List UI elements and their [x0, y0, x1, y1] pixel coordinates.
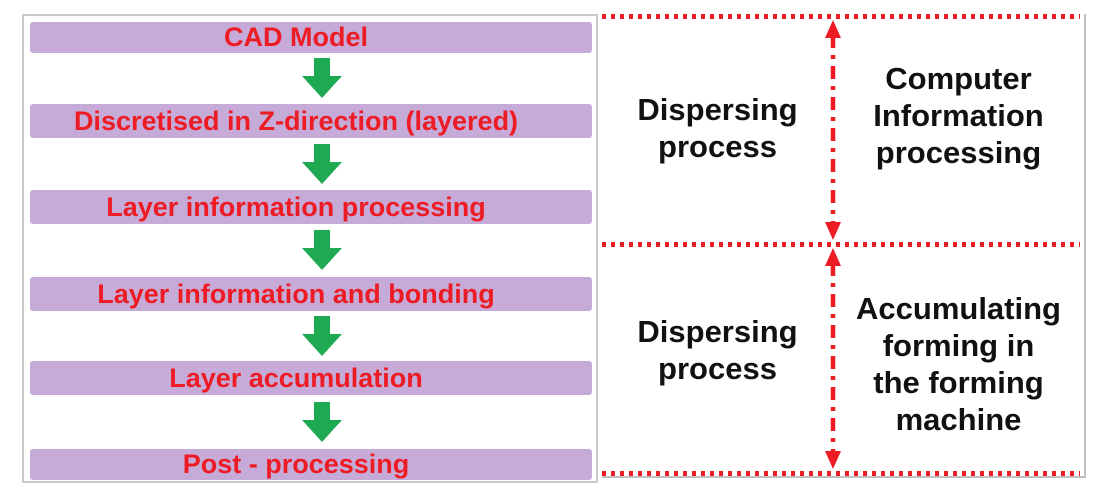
dotted-divider-bottom	[602, 471, 1080, 476]
flow-step-post-processing: Post - processing	[30, 449, 592, 480]
label-dispersing-process-bottom: Dispersing process	[637, 313, 798, 386]
vertical-double-arrow-icon	[823, 20, 843, 240]
flow-step-cad-model: CAD Model	[30, 22, 592, 53]
down-arrow-icon	[300, 316, 344, 356]
vertical-double-arrow-icon	[823, 248, 843, 469]
annotation-panel: Dispersing process Computer Information …	[602, 14, 1086, 478]
flow-step-layer-info-processing: Layer information processing	[30, 190, 592, 224]
label-dispersing-process-top: Dispersing process	[637, 92, 798, 164]
down-arrow-icon	[300, 58, 344, 98]
flow-step-layer-accumulation: Layer accumulation	[30, 361, 592, 395]
flow-step-discretised: Discretised in Z-direction (layered)	[30, 104, 592, 138]
label-accumulating-forming: Accumulating forming in the forming mach…	[856, 290, 1061, 437]
label-computer-information-processing: Computer Information processing	[873, 60, 1044, 170]
dotted-divider-middle	[602, 242, 1080, 247]
down-arrow-icon	[300, 230, 344, 270]
down-arrow-icon	[300, 402, 344, 442]
down-arrow-icon	[300, 144, 344, 184]
flowchart-panel: CAD Model Discretised in Z-direction (la…	[22, 14, 598, 483]
flow-step-layer-info-bonding: Layer information and bonding	[30, 277, 592, 311]
dotted-divider-top	[602, 14, 1080, 19]
